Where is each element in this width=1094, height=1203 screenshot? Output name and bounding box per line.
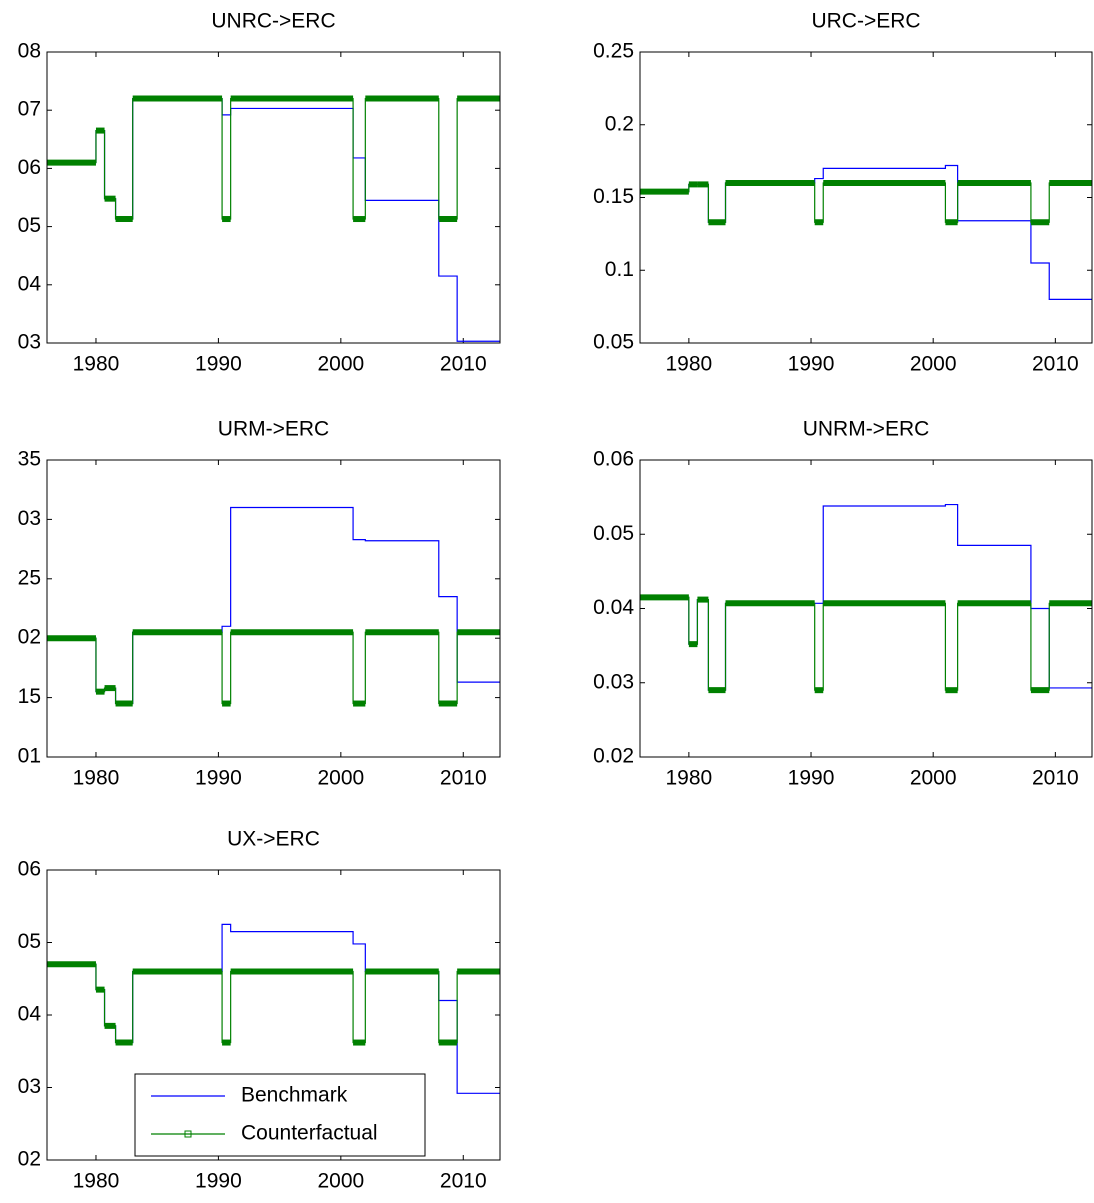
y-tick-label: 03 [18,331,41,354]
y-tick-label: 04 [18,1003,42,1026]
subplot-title: UX->ERC [227,828,320,851]
y-tick-label: 0.15 [593,185,634,208]
y-tick-label: 0.05 [593,522,634,545]
y-tick-label: 06 [18,858,41,881]
legend-label: Counterfactual [241,1122,378,1145]
y-tick-label: 01 [18,745,41,768]
x-tick-label: 1990 [195,767,242,790]
y-tick-label: 0.1 [605,258,634,281]
x-tick-label: 1990 [195,1170,242,1193]
y-tick-label: 03 [18,507,41,530]
y-tick-label: 25 [18,566,41,589]
x-tick-label: 2000 [317,767,364,790]
subplot-title: UNRC->ERC [211,10,335,33]
y-tick-label: 04 [18,272,42,295]
x-tick-label: 2000 [910,353,957,376]
axes-frame [46,459,501,758]
x-tick-label: 1980 [73,353,120,376]
x-tick-label: 2000 [910,767,957,790]
x-tick-label: 1980 [73,1170,120,1193]
y-tick-label: 08 [18,40,41,63]
plot-area [640,52,1092,343]
x-tick-label: 2010 [440,353,487,376]
y-tick-label: 0.06 [593,448,634,471]
y-tick-label: 06 [18,156,41,179]
y-tick-label: 07 [18,98,41,121]
legend-label: Benchmark [241,1084,348,1107]
y-tick-label: 0.03 [593,670,634,693]
axes-frame [639,459,1093,758]
y-tick-label: 0.04 [593,596,634,619]
y-tick-label: 15 [18,685,41,708]
y-tick-label: 0.25 [593,40,634,63]
x-tick-label: 1980 [666,353,713,376]
x-tick-label: 2010 [1032,767,1079,790]
x-tick-label: 1980 [73,767,120,790]
axes-frame [46,869,501,1161]
y-tick-label: 03 [18,1075,41,1098]
x-tick-label: 2010 [1032,353,1079,376]
y-tick-label: 05 [18,930,41,953]
axes-frame [639,51,1093,344]
legend-marker [184,1130,192,1138]
y-tick-label: 35 [18,448,41,471]
x-tick-label: 1990 [788,767,835,790]
y-tick-label: 02 [18,1148,41,1171]
y-tick-label: 0.02 [593,745,634,768]
y-tick-label: 02 [18,626,41,649]
y-tick-label: 0.05 [593,331,634,354]
plot-area [47,460,500,757]
axes-frame [46,51,501,344]
subplot-title: UNRM->ERC [803,418,930,441]
legend-box [134,1073,426,1157]
x-tick-label: 2000 [317,353,364,376]
y-tick-label: 05 [18,214,41,237]
x-tick-label: 2000 [317,1170,364,1193]
x-tick-label: 2010 [440,767,487,790]
x-tick-label: 1990 [195,353,242,376]
subplot-title: URM->ERC [218,418,329,441]
subplot-title: URC->ERC [811,10,920,33]
x-tick-label: 1990 [788,353,835,376]
y-tick-label: 0.2 [605,112,634,135]
plot-area [640,460,1092,757]
x-tick-label: 1980 [666,767,713,790]
x-tick-label: 2010 [440,1170,487,1193]
